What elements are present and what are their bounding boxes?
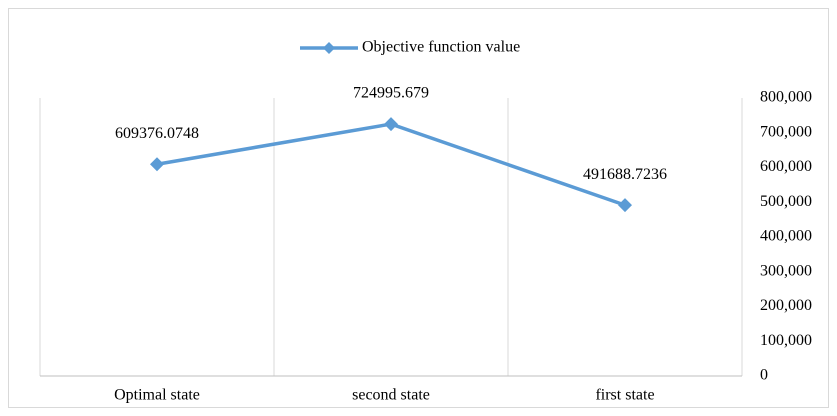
chart-frame — [8, 8, 829, 408]
y-tick-label: 600,000 — [760, 158, 812, 175]
legend-label: Objective function value — [362, 39, 520, 56]
x-tick-label: first state — [595, 387, 654, 404]
data-label: 609376.0748 — [115, 125, 199, 142]
y-tick-label: 0 — [760, 367, 768, 384]
y-tick-label: 100,000 — [760, 332, 812, 349]
y-tick-label: 700,000 — [760, 123, 812, 140]
data-point — [384, 117, 398, 132]
y-tick-label: 400,000 — [760, 228, 812, 245]
data-label: 491688.7236 — [583, 166, 667, 183]
legend-marker — [323, 42, 335, 54]
y-tick-label: 800,000 — [760, 89, 812, 106]
data-point — [150, 157, 164, 172]
y-tick-label: 500,000 — [760, 193, 812, 210]
x-tick-label: second state — [352, 387, 430, 404]
data-label: 724995.679 — [353, 85, 429, 102]
data-point — [618, 198, 632, 213]
y-tick-label: 200,000 — [760, 297, 812, 314]
y-tick-label: 300,000 — [760, 262, 812, 279]
x-tick-label: Optimal state — [114, 387, 200, 404]
